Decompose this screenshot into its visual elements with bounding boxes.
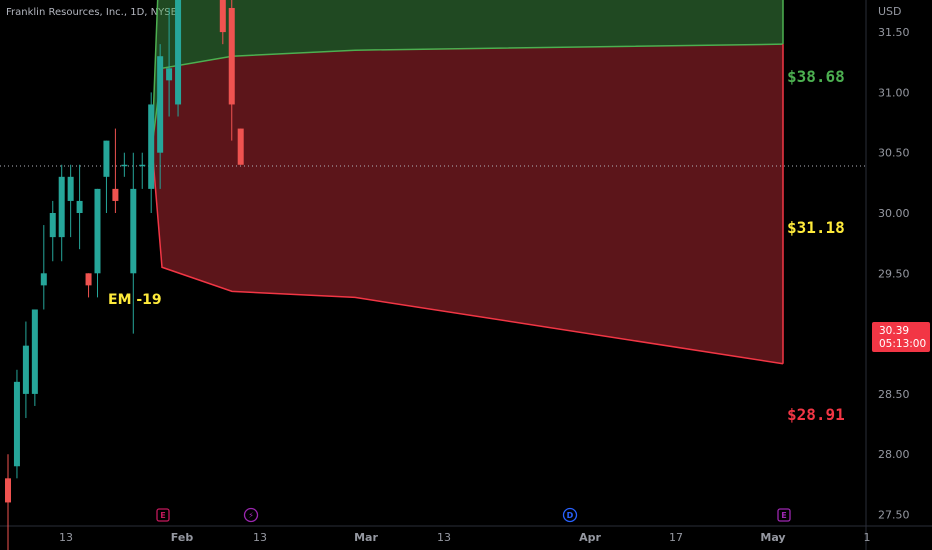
candle-body — [13, 381, 20, 467]
candle-body — [67, 176, 74, 201]
candle-body — [157, 56, 164, 153]
lower-target-label: $28.91 — [787, 405, 845, 424]
upper-band-area — [152, 0, 783, 147]
event-marker-letter: D — [567, 511, 574, 520]
candle-body — [139, 164, 146, 167]
price-tag-price: 30.39 — [879, 325, 909, 337]
event-marker-frame — [156, 508, 170, 522]
candle-body — [121, 164, 128, 167]
event-marker-letter: ⚡ — [248, 511, 254, 520]
candle-body — [112, 188, 119, 201]
candle-body — [31, 309, 38, 394]
x-tick-label: 13 — [437, 531, 451, 544]
x-tick-label: 1 — [864, 531, 871, 544]
x-tick-label: Mar — [354, 531, 378, 544]
lower-band-area — [152, 44, 783, 364]
candle-body — [130, 188, 137, 274]
candle-body — [237, 128, 244, 165]
candle-body — [175, 0, 182, 105]
projection-labels: EM -19 $38.68 $31.18 $28.91 — [108, 67, 845, 424]
candle-body — [22, 345, 29, 394]
y-tick-label: 29.50 — [878, 267, 910, 280]
price-tag: 30.39 05:13:00 — [872, 322, 930, 352]
event-marker-split[interactable]: ⚡ — [243, 507, 259, 523]
candle-body — [166, 68, 173, 81]
em-label: EM -19 — [108, 292, 162, 308]
event-marker-frame — [777, 508, 791, 522]
candle-body — [40, 273, 47, 286]
y-tick-label: 28.00 — [878, 448, 910, 461]
y-tick-label: 28.50 — [878, 388, 910, 401]
event-marker-letter: E — [781, 511, 786, 520]
currency-label: USD — [878, 5, 902, 18]
y-tick-label: 30.50 — [878, 147, 910, 160]
price-tag-countdown: 05:13:00 — [879, 338, 926, 350]
x-tick-label: 13 — [59, 531, 73, 544]
mid-target-label: $31.18 — [787, 218, 845, 237]
upper-target-label: $38.68 — [787, 67, 845, 86]
y-tick-label: 31.50 — [878, 26, 910, 39]
y-tick-label: 30.00 — [878, 207, 910, 220]
candle-body — [228, 7, 235, 105]
candle-body — [94, 188, 101, 274]
x-tick-label: 17 — [669, 531, 683, 544]
x-tick-label: Apr — [579, 531, 601, 544]
x-axis[interactable]: 13 Feb 13 Mar 13 Apr 17 May 1 — [59, 531, 871, 544]
event-marker-earnings[interactable]: E — [777, 508, 791, 522]
price-tag-background — [872, 322, 930, 352]
event-marker-earnings[interactable]: E — [156, 508, 170, 522]
candle-body — [5, 478, 11, 503]
x-tick-label: Feb — [171, 531, 194, 544]
expected-move-bands — [151, 0, 784, 365]
candle-body — [58, 176, 65, 238]
candle-body — [76, 200, 83, 213]
event-marker-frame — [243, 507, 259, 523]
x-tick-label: May — [760, 531, 785, 544]
y-tick-label: 27.50 — [878, 509, 910, 522]
event-marker-frame — [562, 507, 578, 523]
candle-body — [85, 273, 92, 286]
candles — [5, 0, 244, 550]
event-marker-letter: E — [160, 511, 165, 520]
x-tick-label: 13 — [253, 531, 267, 544]
candle-body — [103, 140, 110, 177]
chart-title: Franklin Resources, Inc., 1D, NYSE — [6, 7, 177, 18]
lower-band-line — [151, 146, 784, 365]
candle-body — [219, 0, 226, 33]
event-marker-dividend[interactable]: D — [562, 507, 578, 523]
y-tick-label: 31.00 — [878, 86, 910, 99]
candle-body — [49, 213, 56, 238]
candle-body — [148, 104, 155, 189]
event-markers[interactable]: E ⚡ D E — [156, 507, 791, 523]
